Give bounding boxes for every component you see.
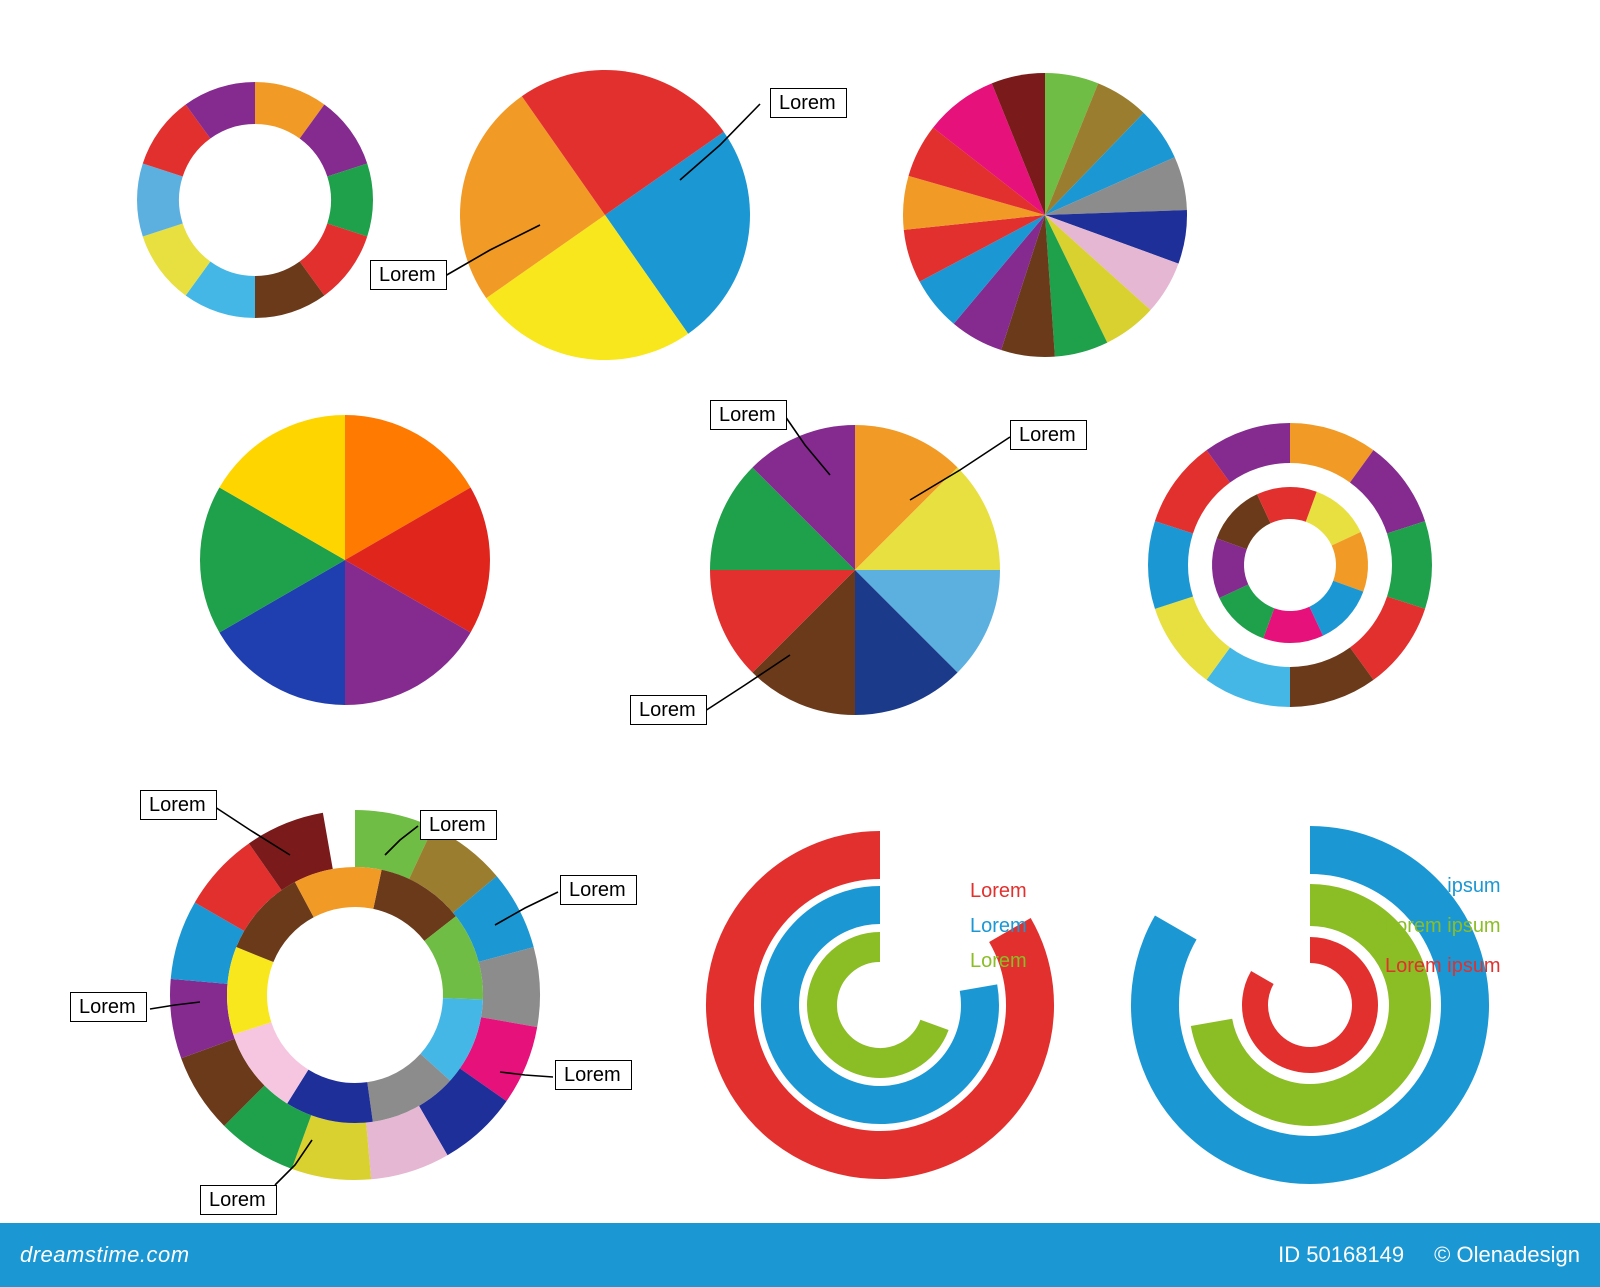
callout-box: Lorem [70, 992, 147, 1022]
footer-bar: dreamstime.com ID 50168149 © Olenadesign [0, 1223, 1600, 1287]
radial-legend-label: Lorem [970, 880, 1027, 903]
callout-box: Lorem [200, 1185, 277, 1215]
radial-legend-label: Lorem [970, 915, 1027, 938]
callout-box: Lorem [1010, 420, 1087, 450]
radial-legend-label: Lorem [970, 950, 1027, 973]
callout-box: Lorem [560, 875, 637, 905]
radial-legend-label: Lorem ipsum [1385, 955, 1501, 978]
charts-svg [0, 0, 1600, 1207]
callout-box: Lorem [370, 260, 447, 290]
chart-canvas: Lorem Lorem Lorem Lorem Lorem Lorem Lorem Lorem… [0, 0, 1600, 1207]
callout-box: Lorem [420, 810, 497, 840]
callout-box: Lorem [770, 88, 847, 118]
callout-box: Lorem [630, 695, 707, 725]
radial-legend-label: Lorem ipsum [1385, 915, 1501, 938]
author-credit: © Olenadesign [1434, 1242, 1580, 1268]
brand-text: dreamstime.com [20, 1242, 190, 1268]
callout-box: Lorem [555, 1060, 632, 1090]
radial-legend-label: Lorem ipsum [1385, 875, 1501, 898]
image-id: ID 50168149 [1278, 1242, 1404, 1268]
callout-box: Lorem [140, 790, 217, 820]
callout-box: Lorem [710, 400, 787, 430]
